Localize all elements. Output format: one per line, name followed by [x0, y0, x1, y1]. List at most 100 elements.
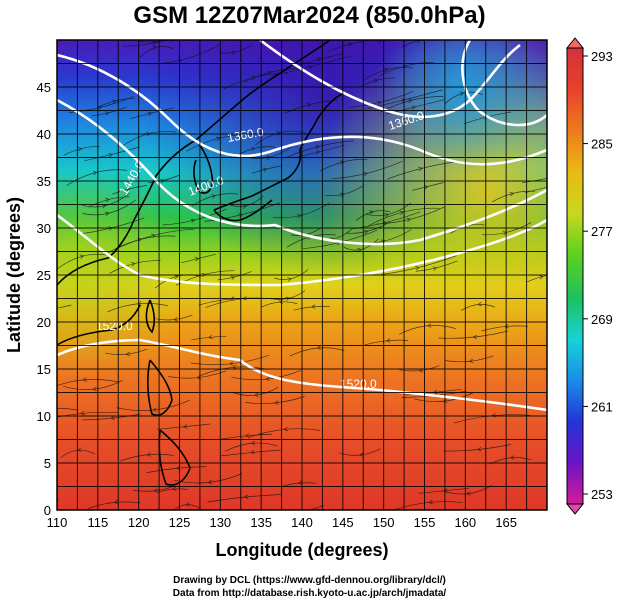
x-tick-label: 165 — [495, 515, 517, 530]
streamline-arrow — [399, 210, 405, 215]
x-tick-labels: 110 115 120 125 130 135 140 145 150 155 160 165 — [47, 515, 517, 530]
x-axis-label: Longitude (degrees) — [215, 540, 388, 560]
streamline-arrow — [315, 144, 321, 150]
streamline-arrow — [232, 364, 237, 370]
streamline-arrow — [262, 167, 268, 172]
streamline-arrow — [468, 358, 474, 364]
streamline-arrow — [442, 398, 448, 404]
streamline-arrow — [381, 239, 386, 244]
streamline — [138, 40, 172, 43]
lat-lon-grid — [57, 40, 547, 510]
streamline-arrow — [407, 98, 413, 104]
x-tick-label: 130 — [209, 515, 231, 530]
streamline — [522, 178, 547, 184]
streamline-arrow — [539, 275, 544, 280]
coastline-luzon — [147, 359, 173, 416]
streamline-arrow — [428, 499, 433, 505]
streamline-arrow — [400, 98, 406, 103]
credits: Drawing by DCL (https://www.gfd-dennou.o… — [0, 574, 619, 600]
streamline-arrow — [542, 32, 546, 36]
colorbar-ticks: 293 285 277 269 261 253 — [583, 49, 613, 502]
streamline-arrow — [153, 488, 158, 493]
streamline-arrow — [369, 210, 374, 215]
streamline-arrow — [411, 105, 417, 110]
coastline-philippines-south — [158, 429, 191, 486]
streamline — [524, 186, 547, 194]
streamline-arrow — [384, 213, 390, 218]
streamline-arrow — [477, 301, 482, 307]
streamline-arrow — [316, 345, 321, 350]
streamline-arrow — [242, 204, 248, 209]
streamline-arrow — [339, 192, 345, 198]
streamline-arrow — [509, 191, 515, 197]
streamline — [377, 40, 384, 44]
x-tick-label: 160 — [454, 515, 476, 530]
y-tick-label: 45 — [37, 80, 51, 95]
streamline-arrow — [283, 426, 288, 432]
colorbar-scale — [566, 47, 584, 505]
streamline-arrow — [92, 386, 97, 392]
colorbar-tick-label: 277 — [591, 224, 613, 239]
y-tick-label: 5 — [44, 456, 51, 471]
streamline-arrow — [211, 194, 217, 199]
streamline-arrow — [145, 131, 151, 137]
credit-line-data: Data from http://database.rish.kyoto-u.a… — [172, 588, 447, 599]
streamline-arrow — [77, 147, 83, 152]
x-tick-label: 135 — [250, 515, 272, 530]
streamline-arrow — [110, 415, 115, 421]
streamline-arrow — [80, 410, 85, 416]
coastline-china-south — [57, 304, 141, 346]
y-axis-label: Latitude (degrees) — [4, 197, 24, 353]
colorbar-tick-label: 269 — [591, 312, 613, 327]
streamline-arrow — [364, 229, 369, 235]
map-title: GSM 12Z07Mar2024 (850.0hPa) — [133, 2, 486, 29]
streamline-arrow — [267, 70, 273, 76]
contour-1400 — [57, 53, 547, 166]
contour-1520 — [57, 338, 547, 412]
streamline-arrow — [229, 361, 234, 366]
contour-label-1520: 1520.0 — [96, 319, 133, 333]
streamline-arrow — [208, 334, 213, 340]
streamline-arrow — [472, 334, 478, 340]
streamline-arrow — [423, 185, 429, 190]
y-tick-label: 30 — [37, 221, 51, 236]
streamline-arrow — [185, 502, 190, 507]
colorbar: 293 285 277 269 261 253 — [565, 37, 613, 515]
streamline-arrow — [125, 351, 131, 357]
streamline-arrow — [182, 424, 188, 429]
y-tick-label: 25 — [37, 268, 51, 283]
streamline — [57, 407, 79, 411]
streamline-arrow — [363, 171, 369, 177]
streamline-arrow — [315, 150, 321, 155]
streamline-arrow — [152, 41, 157, 46]
streamline-arrow — [113, 499, 119, 505]
streamline-arrow — [251, 75, 257, 80]
y-tick-label: 0 — [44, 503, 51, 518]
streamline-arrow — [243, 494, 249, 500]
streamline-arrow — [131, 262, 136, 267]
streamline-arrow — [173, 317, 178, 322]
streamline-arrow — [555, 175, 559, 179]
streamline-arrow — [125, 187, 131, 192]
streamline-arrow — [415, 265, 420, 271]
streamline-arrow — [39, 309, 43, 313]
contour-label-1360b: 1360.0 — [226, 125, 265, 145]
streamline-arrow — [347, 42, 353, 47]
streamline-arrow — [310, 304, 316, 309]
streamline-arrow — [466, 491, 471, 496]
x-tick-label: 140 — [291, 515, 313, 530]
streamline-arrow — [250, 440, 256, 446]
streamline-arrow — [194, 257, 200, 262]
streamline-arrow — [207, 479, 213, 485]
contour-1480 — [57, 213, 547, 287]
streamline-arrow — [28, 497, 32, 501]
colorbar-tick-label: 285 — [591, 137, 613, 152]
credit-line-dcl: Drawing by DCL (https://www.gfd-dennou.o… — [173, 575, 446, 586]
streamline-arrow — [171, 486, 177, 492]
streamline-arrow — [385, 338, 391, 343]
coastline-taiwan — [145, 299, 155, 334]
contour-label-1520b: 1520.0 — [340, 377, 377, 391]
streamline-arrow — [82, 377, 87, 382]
y-tick-label: 20 — [37, 315, 51, 330]
